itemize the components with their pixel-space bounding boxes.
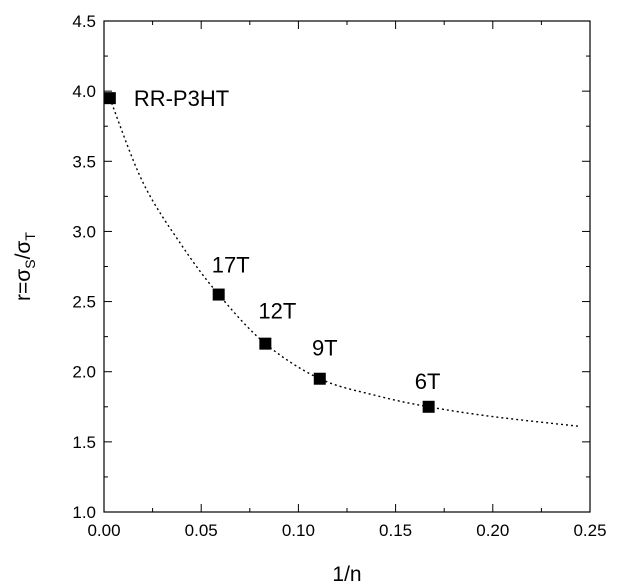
x-tick-label: 0.15	[379, 521, 412, 540]
data-point-marker	[212, 288, 225, 301]
data-point-marker	[103, 92, 116, 105]
x-tick-label: 0.20	[476, 521, 509, 540]
y-axis-title-base: r=σ	[12, 269, 35, 301]
y-tick-label: 2.0	[72, 363, 96, 382]
x-tick-label: 0.10	[282, 521, 315, 540]
y-axis-title-mid: /σ	[12, 241, 35, 260]
x-tick-label: 0.05	[185, 521, 218, 540]
data-point-label: RR-P3HT	[134, 86, 229, 111]
x-tick-label: 0.00	[87, 521, 120, 540]
y-axis-title-sub1: S	[22, 259, 38, 268]
x-axis-title: 1/n	[332, 563, 361, 586]
data-point-label: 9T	[312, 336, 338, 361]
y-tick-label: 3.0	[72, 222, 96, 241]
y-tick-label: 4.0	[72, 82, 96, 101]
y-axis-title-sub2: T	[22, 232, 38, 241]
data-point-marker	[259, 337, 272, 350]
data-points	[103, 92, 435, 413]
data-point-marker	[422, 400, 435, 413]
y-tick-label: 3.5	[72, 152, 96, 171]
data-point-labels: RR-P3HT 17T 12T 9T 6T	[134, 86, 441, 394]
y-tick-label: 1.5	[72, 433, 96, 452]
y-axis-title: r=σS/σT	[12, 232, 38, 301]
axis-ticks	[103, 20, 591, 513]
data-point-marker	[313, 372, 326, 385]
x-tick-label: 0.25	[573, 521, 606, 540]
axis-tick-labels: 0.00 0.05 0.10 0.15 0.20 0.25 1.0 1.5 2.0 2.5 3.0 3…	[72, 12, 606, 540]
y-tick-label: 1.0	[72, 503, 96, 522]
y-tick-label: 2.5	[72, 293, 96, 312]
data-point-label: 6T	[415, 369, 441, 394]
y-tick-label: 4.5	[72, 12, 96, 31]
fit-curve	[109, 97, 581, 428]
data-point-label: 12T	[258, 299, 296, 324]
data-point-label: 17T	[212, 253, 250, 278]
